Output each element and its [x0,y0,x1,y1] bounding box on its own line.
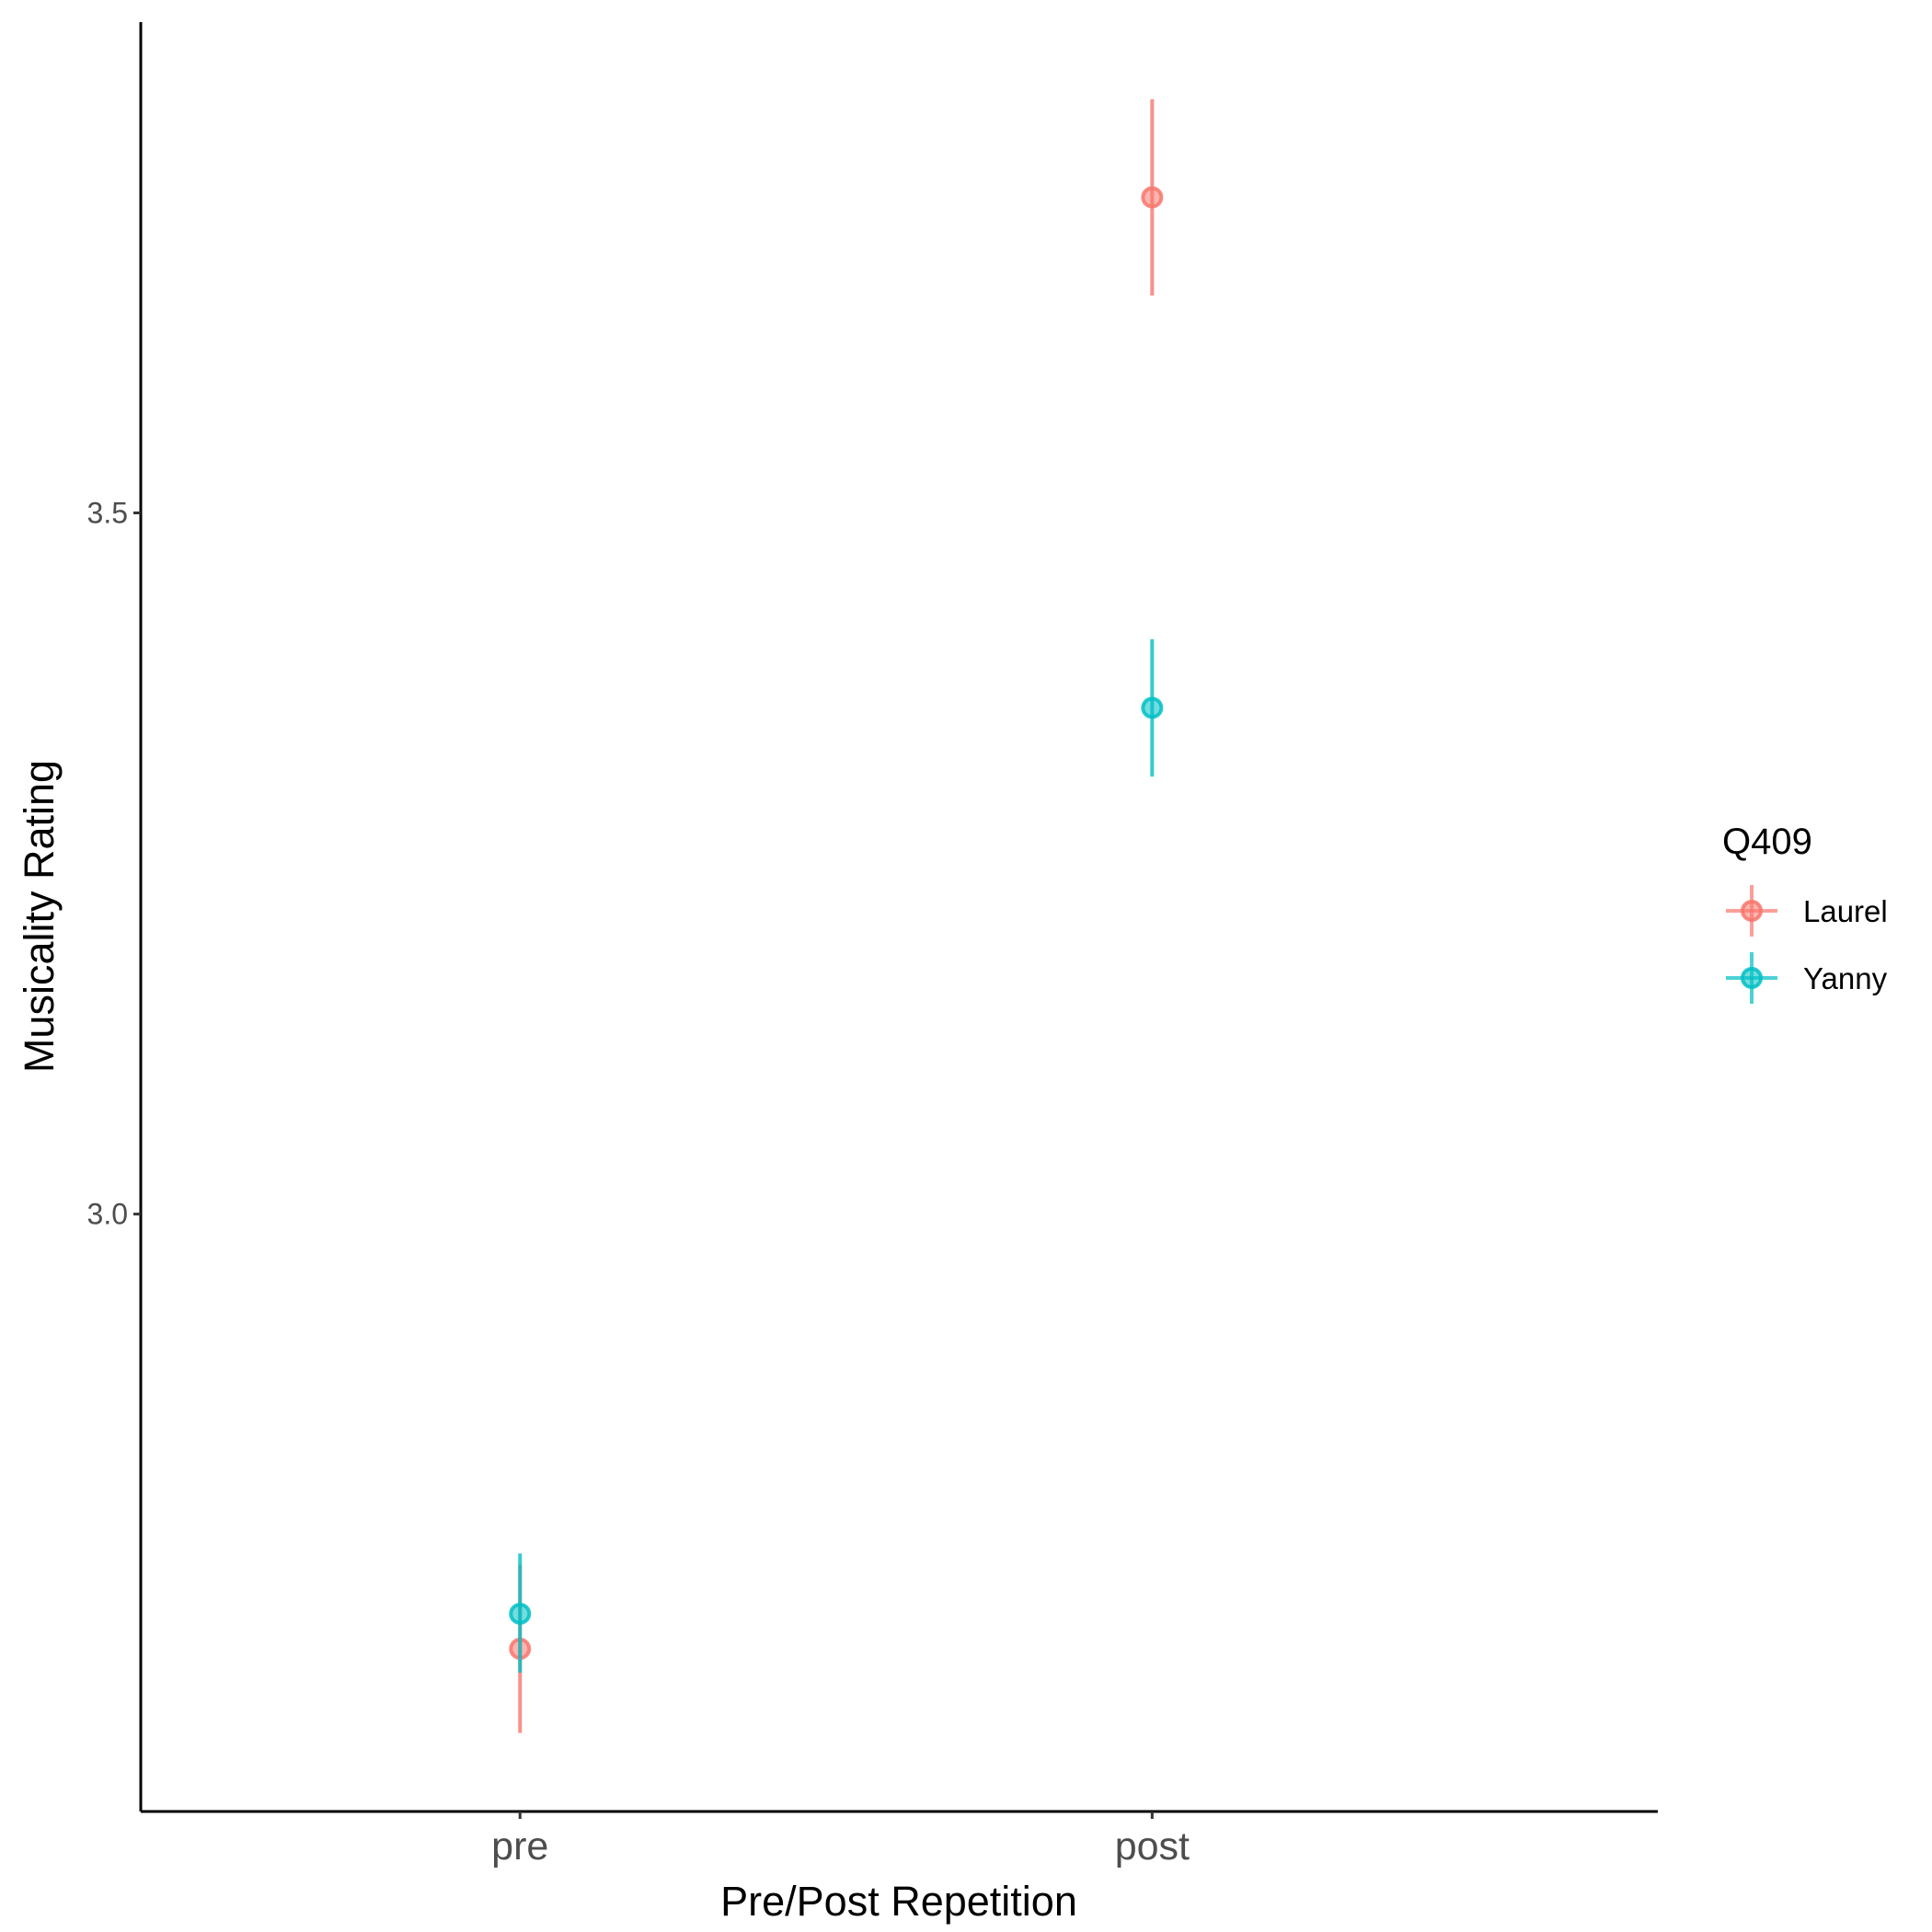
legend-item-yanny: Yanny [1726,952,1888,1004]
x-axis-title: Pre/Post Repetition [720,1878,1077,1925]
y-tick-label: 3.0 [87,1198,128,1231]
series-laurel [509,98,1164,1733]
legend-item-laurel: Laurel [1726,885,1888,937]
x-tick-label: pre [491,1824,548,1869]
legend-key-laurel [1726,885,1777,937]
legend-label-yanny: Yanny [1803,961,1888,995]
legend-key-yanny [1726,952,1777,1004]
legend: Q409 Laurel Yanny [1722,822,1888,1004]
point-laurel-post [1141,186,1164,209]
plot-panel: 3.0 3.5 pre post [87,22,1658,1869]
legend-title: Q409 [1722,822,1812,862]
series-yanny [509,638,1164,1673]
y-tick-label: 3.5 [87,497,128,530]
legend-items: Laurel Yanny [1726,885,1888,1004]
point-yanny-post [1141,696,1164,719]
point-yanny-pre [509,1603,532,1626]
legend-label-laurel: Laurel [1803,894,1888,928]
y-ticks: 3.0 3.5 [87,497,141,1231]
x-tick-label: post [1115,1824,1190,1869]
data-marks [509,98,1164,1733]
x-ticks: pre post [491,1811,1190,1869]
y-axis-title: Musicality Rating [16,760,63,1073]
